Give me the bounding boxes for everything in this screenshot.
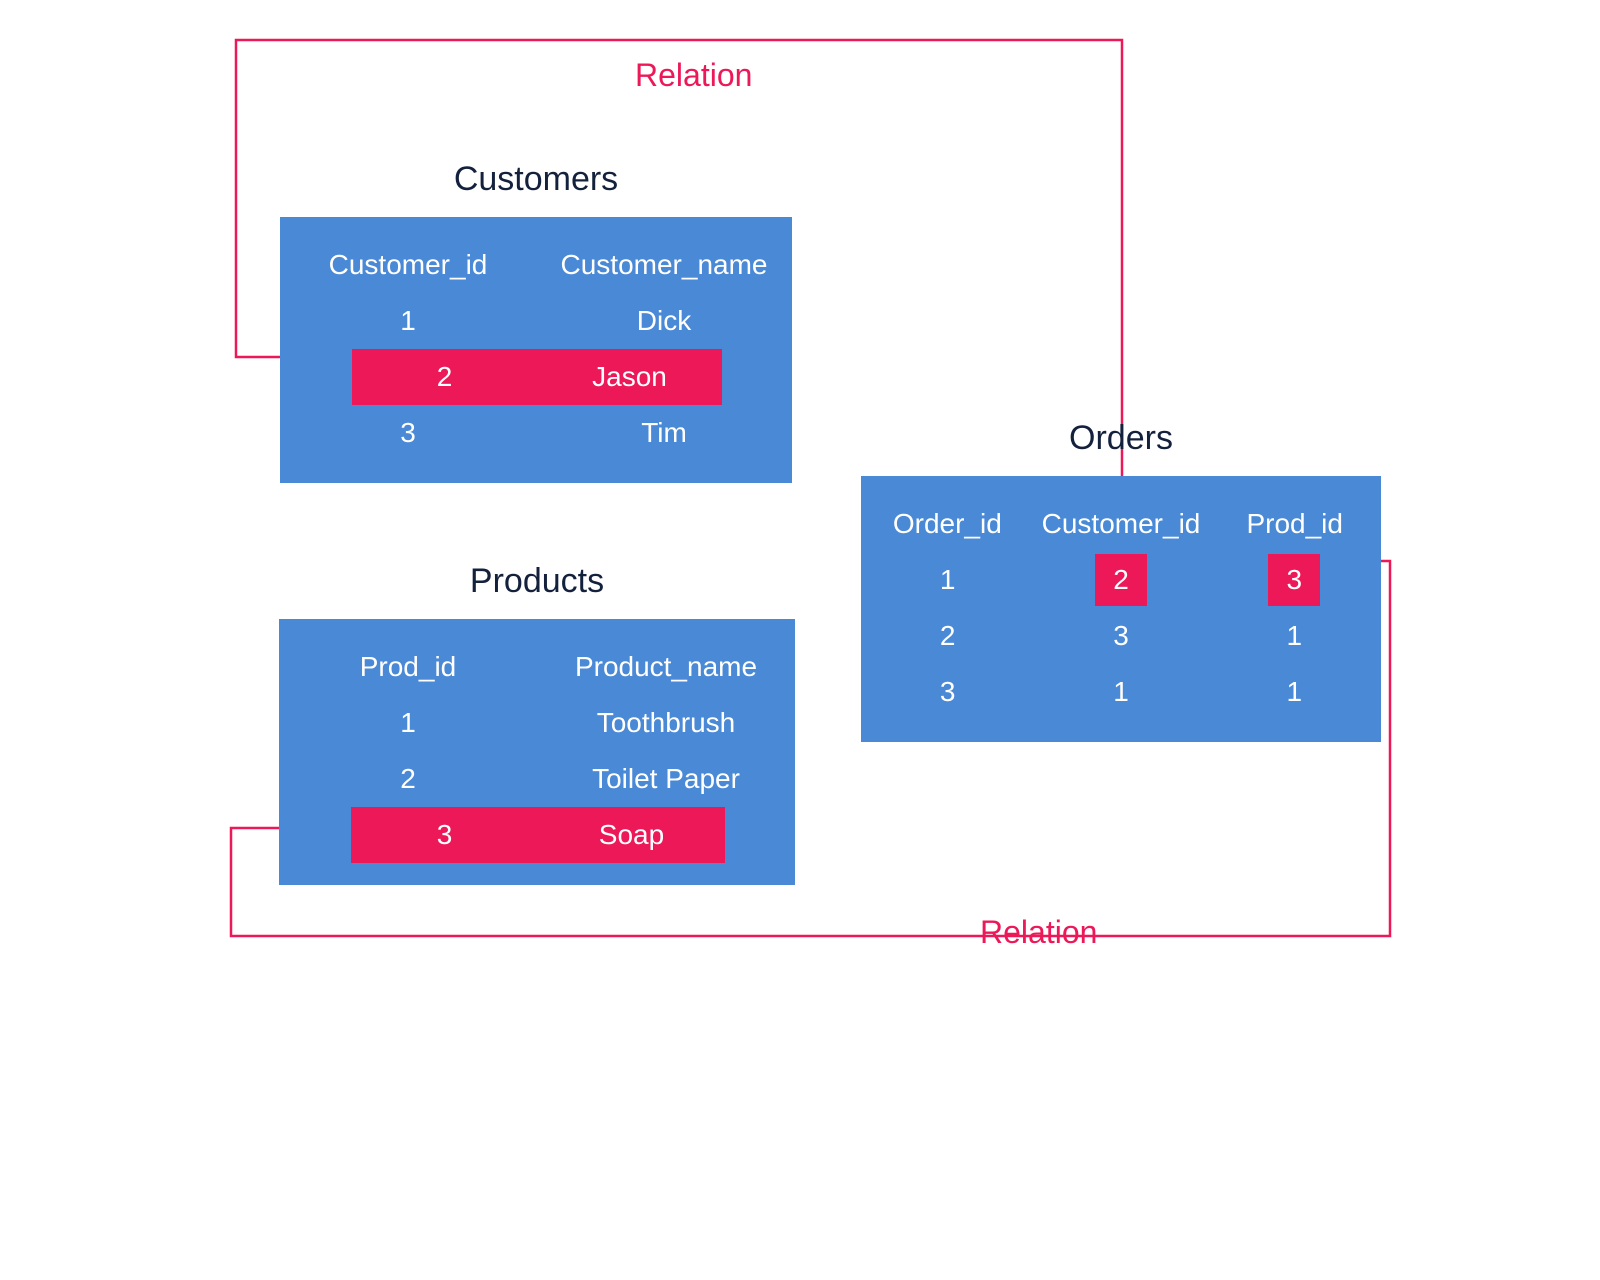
order-customerid-cell-highlighted: 2 — [1034, 564, 1207, 596]
products-header-row: Prod_id Product_name — [279, 639, 795, 695]
customers-col-name: Customer_name — [536, 249, 792, 281]
product-name-cell: Toothbrush — [537, 707, 795, 739]
order-customerid-cell: 3 — [1034, 620, 1207, 652]
products-title: Products — [279, 562, 795, 601]
order-id-cell: 3 — [861, 676, 1034, 708]
table-row: 1 Toothbrush — [279, 695, 795, 751]
table-row: 3 Tim — [280, 405, 792, 461]
order-id-cell: 2 — [861, 620, 1034, 652]
order-id-cell: 1 — [861, 564, 1034, 596]
customer-name-cell: Jason — [537, 361, 722, 393]
products-table: Products Prod_id Product_name 1 Toothbru… — [279, 562, 795, 885]
customers-col-id: Customer_id — [280, 249, 536, 281]
order-customerid-cell: 1 — [1034, 676, 1207, 708]
customers-header-row: Customer_id Customer_name — [280, 237, 792, 293]
orders-body: Order_id Customer_id Prod_id 1 2 3 2 3 1… — [861, 476, 1381, 742]
customers-title: Customers — [280, 160, 792, 199]
products-col-name: Product_name — [537, 651, 795, 683]
table-row: 1 Dick — [280, 293, 792, 349]
products-col-id: Prod_id — [279, 651, 537, 683]
orders-col-prodid: Prod_id — [1208, 508, 1381, 540]
table-row-highlighted: 2 Jason — [352, 349, 722, 405]
table-row: 2 Toilet Paper — [279, 751, 795, 807]
orders-col-orderid: Order_id — [861, 508, 1034, 540]
customers-body: Customer_id Customer_name 1 Dick 2 Jason… — [280, 217, 792, 483]
table-row: 3 1 1 — [861, 664, 1381, 720]
er-diagram: Relation Relation Customers Customer_id … — [190, 150, 1410, 1130]
product-id-cell: 3 — [351, 819, 538, 851]
products-body: Prod_id Product_name 1 Toothbrush 2 Toil… — [279, 619, 795, 885]
orders-table: Orders Order_id Customer_id Prod_id 1 2 … — [861, 419, 1381, 742]
table-row-highlighted: 3 Soap — [351, 807, 725, 863]
customer-name-cell: Tim — [536, 417, 792, 449]
product-name-cell: Toilet Paper — [537, 763, 795, 795]
table-row: 2 3 1 — [861, 608, 1381, 664]
customer-id-cell: 3 — [280, 417, 536, 449]
product-name-cell: Soap — [538, 819, 725, 851]
customer-name-cell: Dick — [536, 305, 792, 337]
order-prodid-cell-highlighted: 3 — [1208, 564, 1381, 596]
order-prodid-cell: 1 — [1208, 676, 1381, 708]
relation-label-top: Relation — [635, 57, 752, 94]
order-prodid-cell: 1 — [1208, 620, 1381, 652]
relation-label-bottom: Relation — [980, 914, 1097, 951]
orders-col-customerid: Customer_id — [1034, 508, 1209, 540]
orders-header-row: Order_id Customer_id Prod_id — [861, 496, 1381, 552]
customers-table: Customers Customer_id Customer_name 1 Di… — [280, 160, 792, 483]
customer-id-cell: 2 — [352, 361, 537, 393]
orders-title: Orders — [861, 419, 1381, 458]
customer-id-cell: 1 — [280, 305, 536, 337]
product-id-cell: 1 — [279, 707, 537, 739]
table-row: 1 2 3 — [861, 552, 1381, 608]
product-id-cell: 2 — [279, 763, 537, 795]
